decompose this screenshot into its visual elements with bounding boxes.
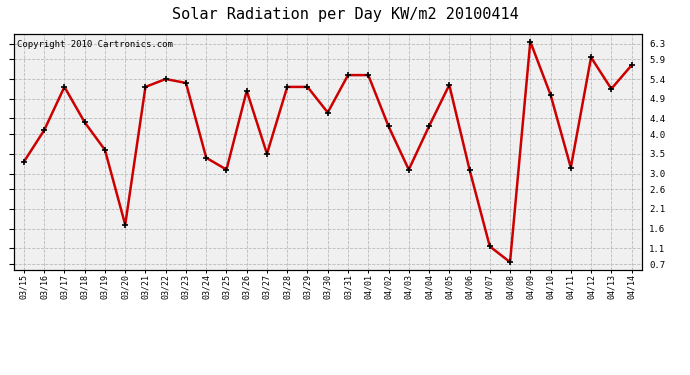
Text: Copyright 2010 Cartronics.com: Copyright 2010 Cartronics.com xyxy=(17,40,172,49)
Text: Solar Radiation per Day KW/m2 20100414: Solar Radiation per Day KW/m2 20100414 xyxy=(172,8,518,22)
